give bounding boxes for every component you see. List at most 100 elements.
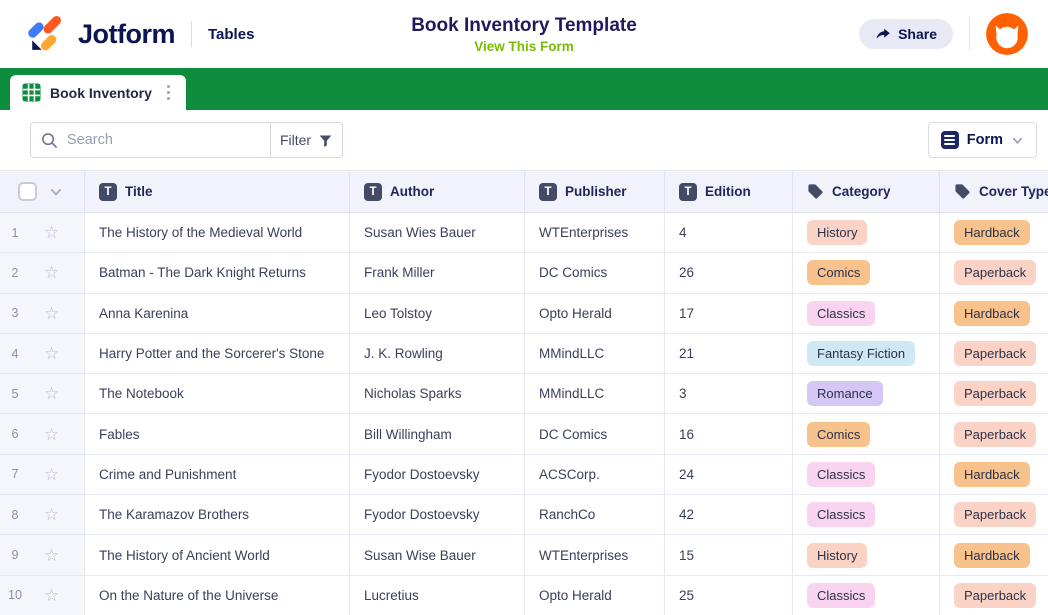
column-header-title[interactable]: T Title [85,171,350,212]
cell-category[interactable]: Classics [793,495,940,535]
cell-category[interactable]: Classics [793,575,940,615]
cell-publisher[interactable]: ACSCorp. [525,454,665,495]
cover-type-badge: Paperback [954,421,1037,447]
cell-category[interactable]: Fantasy Fiction [793,333,940,374]
star-icon[interactable]: ☆ [44,585,60,605]
star-icon[interactable]: ☆ [44,344,60,364]
cell-cover-type[interactable]: Hardback [940,213,1048,253]
cell-cover-type[interactable]: Paperback [940,374,1048,414]
column-header-edition[interactable]: T Edition [665,171,793,212]
category-badge: History [807,220,868,246]
cell-cover-type[interactable]: Paperback [940,414,1048,454]
cell-title[interactable]: On the Nature of the Universe [85,575,350,615]
cell-publisher[interactable]: Opto Herald [525,293,665,333]
cell-cover-type[interactable]: Hardback [940,454,1048,495]
tab-options-kebab-icon[interactable] [161,81,177,105]
avatar[interactable] [986,13,1028,55]
cell-cover-type[interactable]: Paperback [940,495,1048,535]
cell-edition[interactable]: 24 [665,454,793,495]
cell-publisher[interactable]: DC Comics [525,253,665,293]
row-number: 4 [11,346,19,361]
cell-publisher[interactable]: RanchCo [525,495,665,535]
tab-book-inventory[interactable]: Book Inventory [10,75,187,110]
filter-button[interactable]: Filter [271,122,343,158]
search-box[interactable] [30,122,271,158]
cell-edition[interactable]: 3 [665,374,793,414]
cell-cover-type[interactable]: Paperback [940,333,1048,374]
category-badge: Classics [807,582,876,608]
cell-edition[interactable]: 17 [665,293,793,333]
cell-cover-type[interactable]: Hardback [940,293,1048,333]
cell-cover-type[interactable]: Paperback [940,575,1048,615]
cell-publisher[interactable]: WTEnterprises [525,213,665,253]
cell-edition[interactable]: 21 [665,333,793,374]
cell-edition[interactable]: 15 [665,535,793,575]
cell-category[interactable]: Classics [793,454,940,495]
cell-category[interactable]: Classics [793,293,940,333]
form-button[interactable]: Form [927,122,1037,158]
star-icon[interactable]: ☆ [44,424,60,444]
cover-type-badge: Paperback [954,502,1037,528]
tag-icon [955,184,970,199]
cell-author[interactable]: Fyodor Dostoevsky [350,454,525,495]
chevron-down-icon[interactable] [49,185,63,199]
cell-title[interactable]: Crime and Punishment [85,454,350,495]
share-button[interactable]: Share [859,19,953,49]
brand-group[interactable]: Jotform Tables [28,15,254,53]
view-this-form-link[interactable]: View This Form [474,38,574,54]
cell-author[interactable]: Lucretius [350,575,525,615]
cell-author[interactable]: J. K. Rowling [350,333,525,374]
row-number: 6 [11,427,19,442]
cell-category[interactable]: Comics [793,414,940,454]
page-title: Book Inventory Template [411,14,637,36]
row-number: 9 [11,548,19,563]
column-header-cover-type[interactable]: Cover Type [940,171,1048,212]
cell-author[interactable]: Leo Tolstoy [350,293,525,333]
table-row: 2 ☆ Batman - The Dark Knight Returns Fra… [0,253,1048,294]
cell-edition[interactable]: 4 [665,213,793,253]
cell-title[interactable]: The Notebook [85,374,350,414]
select-all-checkbox[interactable] [18,182,37,201]
column-header-author[interactable]: T Author [350,171,525,212]
cell-title[interactable]: Harry Potter and the Sorcerer's Stone [85,333,350,374]
cell-cover-type[interactable]: Paperback [940,253,1048,293]
cell-author[interactable]: Nicholas Sparks [350,374,525,414]
cell-author[interactable]: Susan Wies Bauer [350,213,525,253]
cell-author[interactable]: Bill Willingham [350,414,525,454]
cell-title[interactable]: The History of Ancient World [85,535,350,575]
column-header-category[interactable]: Category [793,171,940,212]
cell-publisher[interactable]: MMindLLC [525,374,665,414]
cell-title[interactable]: Anna Karenina [85,293,350,333]
cell-author[interactable]: Frank Miller [350,253,525,293]
column-header-publisher[interactable]: T Publisher [525,171,665,212]
cell-title[interactable]: The Karamazov Brothers [85,495,350,535]
cell-cover-type[interactable]: Hardback [940,535,1048,575]
cell-title[interactable]: The History of the Medieval World [85,213,350,253]
star-icon[interactable]: ☆ [44,545,60,565]
star-icon[interactable]: ☆ [44,384,60,404]
row-number: 5 [11,386,19,401]
cell-category[interactable]: History [793,535,940,575]
cell-publisher[interactable]: DC Comics [525,414,665,454]
cell-publisher[interactable]: Opto Herald [525,575,665,615]
star-icon[interactable]: ☆ [44,223,60,243]
star-icon[interactable]: ☆ [44,464,60,484]
star-icon[interactable]: ☆ [44,505,60,525]
cell-author[interactable]: Fyodor Dostoevsky [350,495,525,535]
star-icon[interactable]: ☆ [44,263,60,283]
cell-category[interactable]: Comics [793,253,940,293]
cell-edition[interactable]: 26 [665,253,793,293]
cell-category[interactable]: History [793,213,940,253]
cell-edition[interactable]: 42 [665,495,793,535]
search-input[interactable] [67,132,260,148]
cell-publisher[interactable]: MMindLLC [525,333,665,374]
cell-edition[interactable]: 16 [665,414,793,454]
cell-title[interactable]: Fables [85,414,350,454]
star-icon[interactable]: ☆ [44,303,60,323]
cell-edition[interactable]: 25 [665,575,793,615]
cover-type-badge: Hardback [954,220,1030,246]
cell-category[interactable]: Romance [793,374,940,414]
cell-publisher[interactable]: WTEnterprises [525,535,665,575]
cell-title[interactable]: Batman - The Dark Knight Returns [85,253,350,293]
cell-author[interactable]: Susan Wise Bauer [350,535,525,575]
